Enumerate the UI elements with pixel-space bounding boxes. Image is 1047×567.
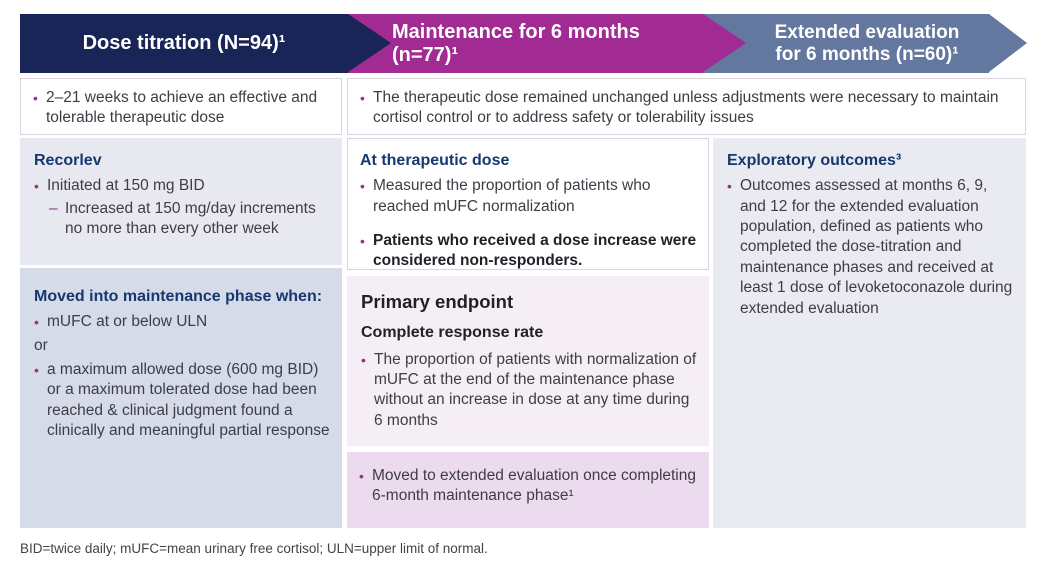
abbreviations-footnote: BID=twice daily; mUFC=mean urinary free … [20,541,488,556]
phase-arrow-dose-titration: Dose titration (N=94)¹ [20,14,348,73]
bullet-marker: • [33,90,38,106]
bullet-item: • The proportion of patients with normal… [361,350,699,432]
complete-response-rate-subtitle: Complete response rate [361,324,544,342]
bullet-marker: • [34,178,39,195]
titration-duration-text: 2–21 weeks to achieve an effective and t… [46,89,318,127]
mufc-measure-text: Measured the proportion of patients who … [373,177,651,215]
bullet-item: • The therapeutic dose remained unchange… [360,88,1015,129]
bullet-item: • mUFC at or below ULN [34,312,330,332]
non-responders-text: Patients who received a dose increase we… [373,232,697,270]
bullet-item: • Moved to extended evaluation once comp… [359,466,699,507]
arrow-tip-icon [989,14,1027,72]
therapeutic-dose-box: At therapeutic dose • Measured the propo… [347,138,709,270]
bullet-marker: • [34,314,39,331]
recorlev-heading: Recorlev [34,152,102,169]
moved-to-extended-text: Moved to extended evaluation once comple… [372,467,696,505]
titration-duration-cell: • 2–21 weeks to achieve an effective and… [20,78,342,135]
bullet-item: • Outcomes assessed at months 6, 9, and … [727,176,1016,319]
increment-text: Increased at 150 mg/day increments no mo… [65,199,316,238]
exploratory-outcomes-box: Exploratory outcomes³ • Outcomes assesse… [713,138,1026,528]
arrow-tip-icon [348,14,391,72]
sub-bullet-item: – Increased at 150 mg/day increments no … [49,199,330,240]
maintenance-dose-policy-text: The therapeutic dose remained unchanged … [373,89,999,127]
bullet-item: • Initiated at 150 mg BID [34,176,330,196]
bullet-marker: • [361,351,366,368]
primary-endpoint-title: Primary endpoint [361,291,514,312]
moved-to-extended-box: • Moved to extended evaluation once comp… [347,452,709,528]
bullet-marker: • [360,233,365,250]
bullet-item: • Patients who received a dose increase … [360,231,698,272]
bullet-marker: • [34,362,39,379]
initiation-dose-text: Initiated at 150 mg BID [47,177,205,195]
phase-arrow-extended-evaluation: Extended evaluation for 6 months (n=60)¹ [703,14,989,73]
arrow-tip-icon [703,14,746,72]
or-connector-text: or [34,336,48,354]
exploratory-outcomes-heading: Exploratory outcomes³ [727,152,902,169]
bullet-item: • Measured the proportion of patients wh… [360,176,698,217]
phase-label: Maintenance for 6 months (n=77)¹ [392,20,640,66]
response-definition-text: The proportion of patients with normaliz… [374,350,697,429]
phase-label: Extended evaluation for 6 months (n=60)¹ [774,21,960,65]
mufc-criterion-text: mUFC at or below ULN [47,313,208,331]
maintenance-criteria-box: Moved into maintenance phase when: • mUF… [20,268,342,528]
bullet-item: • 2–21 weeks to achieve an effective and… [33,88,331,129]
primary-endpoint-box: Primary endpoint Complete response rate … [347,276,709,446]
phase-arrow-maintenance: Maintenance for 6 months (n=77)¹ [348,14,703,73]
maintenance-criteria-heading: Moved into maintenance phase when: [34,288,323,305]
recorlev-dosing-box: Recorlev • Initiated at 150 mg BID – Inc… [20,138,342,265]
bullet-marker: • [727,178,732,195]
maintenance-dose-policy-cell: • The therapeutic dose remained unchange… [347,78,1026,135]
outcomes-assessed-text: Outcomes assessed at months 6, 9, and 12… [740,177,1013,317]
therapeutic-dose-heading: At therapeutic dose [360,152,510,169]
bullet-marker: • [360,90,365,106]
dash-marker: – [49,199,58,217]
bullet-marker: • [359,468,364,484]
phase-label: Dose titration (N=94)¹ [82,32,286,54]
bullet-item: • a maximum allowed dose (600 mg BID) or… [34,360,330,442]
bullet-marker: • [360,178,365,195]
max-dose-criterion-text: a maximum allowed dose (600 mg BID) or a… [47,361,330,440]
